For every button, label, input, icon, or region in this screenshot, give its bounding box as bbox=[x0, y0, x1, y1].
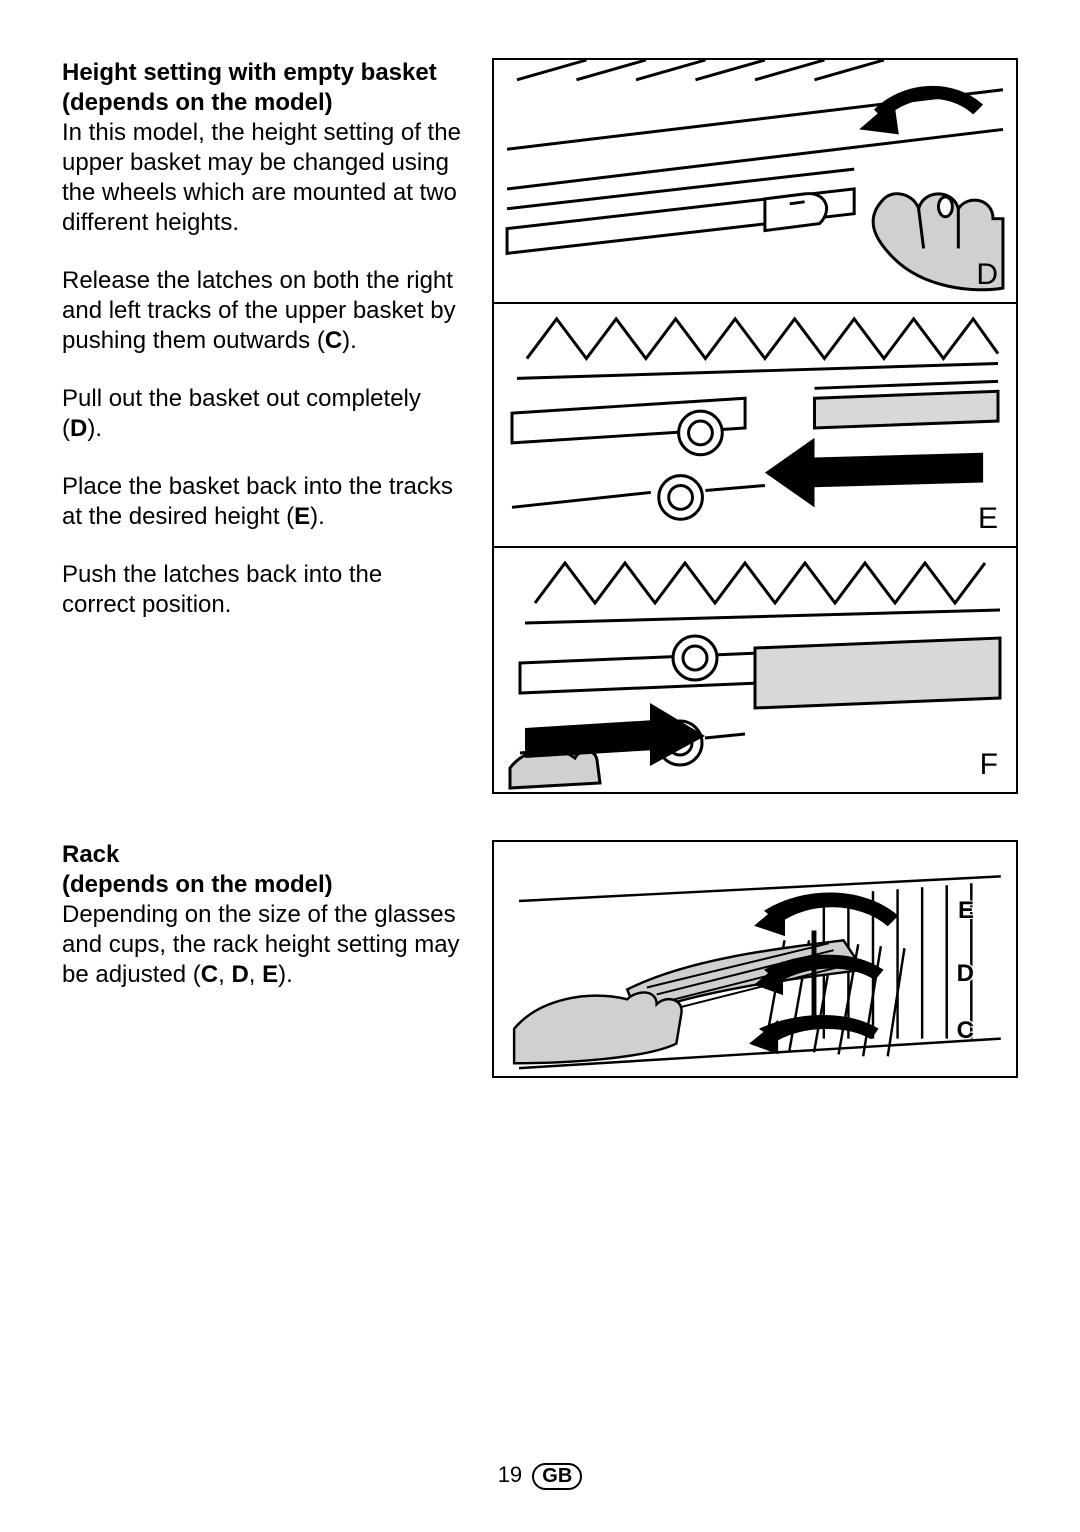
rack-label-d: D bbox=[957, 960, 974, 988]
illustration-stack: D bbox=[492, 58, 1018, 794]
page-footer: 19 GB bbox=[0, 1462, 1080, 1490]
illustration-rack: E D C bbox=[492, 840, 1018, 1078]
section2-p1: Depending on the size of the glasses and… bbox=[62, 900, 462, 990]
rack-svg bbox=[494, 842, 1016, 1076]
title-line-1: Height setting with empty basket bbox=[62, 59, 437, 86]
section1-title: Height setting with empty basket (depend… bbox=[62, 58, 462, 118]
illus-d-svg bbox=[494, 60, 1016, 302]
section1-p5: Push the latches back into the correct p… bbox=[62, 560, 462, 620]
illustration-f: F bbox=[494, 548, 1016, 792]
section2-title: Rack (depends on the model) bbox=[62, 840, 462, 900]
section1-p3: Pull out the basket out completely (D). bbox=[62, 384, 462, 444]
illus-e-label: E bbox=[978, 502, 998, 536]
section1-p2: Release the latches on both the right an… bbox=[62, 266, 462, 356]
illus-e-svg bbox=[494, 304, 1016, 546]
section1-illustrations: D bbox=[492, 58, 1018, 794]
illus-f-svg bbox=[494, 548, 1016, 792]
illus-f-label: F bbox=[980, 748, 998, 782]
title-line-2: (depends on the model) bbox=[62, 89, 333, 116]
illustration-e: E bbox=[494, 304, 1016, 548]
section-rack: Rack (depends on the model) Depending on… bbox=[62, 840, 1018, 1078]
section2-text-column: Rack (depends on the model) Depending on… bbox=[62, 840, 462, 1078]
section2-illustration-column: E D C bbox=[492, 840, 1018, 1078]
rack-label-c: C bbox=[957, 1017, 974, 1045]
section1-p4: Place the basket back into the tracks at… bbox=[62, 472, 462, 532]
section-height-setting: Height setting with empty basket (depend… bbox=[62, 58, 1018, 794]
illus-d-label: D bbox=[976, 258, 998, 292]
page-number: 19 bbox=[498, 1462, 522, 1487]
section1-p1: In this model, the height setting of the… bbox=[62, 118, 462, 238]
rack-label-e: E bbox=[958, 897, 974, 925]
section1-text-column: Height setting with empty basket (depend… bbox=[62, 58, 462, 794]
illustration-d: D bbox=[494, 60, 1016, 304]
language-badge: GB bbox=[532, 1463, 582, 1490]
